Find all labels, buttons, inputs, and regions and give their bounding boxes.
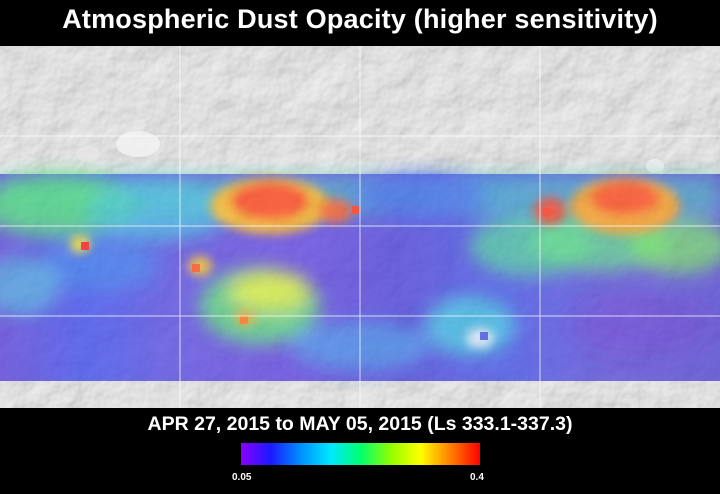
graticule (0, 46, 720, 408)
olympus-mons-feature (116, 131, 160, 157)
dust-opacity-map (0, 46, 720, 408)
opacity-colorbar (241, 443, 480, 465)
elysium-feature (646, 159, 664, 173)
colorbar-min-label: 0.05 (232, 472, 252, 483)
colorbar-max-label: 0.4 (470, 472, 484, 483)
map-title: Atmospheric Dust Opacity (higher sensiti… (62, 4, 658, 34)
date-range-label: APR 27, 2015 to MAY 05, 2015 (Ls 333.1-3… (147, 413, 573, 435)
volcano-feature (76, 146, 100, 162)
mars-map-svg (0, 46, 720, 408)
